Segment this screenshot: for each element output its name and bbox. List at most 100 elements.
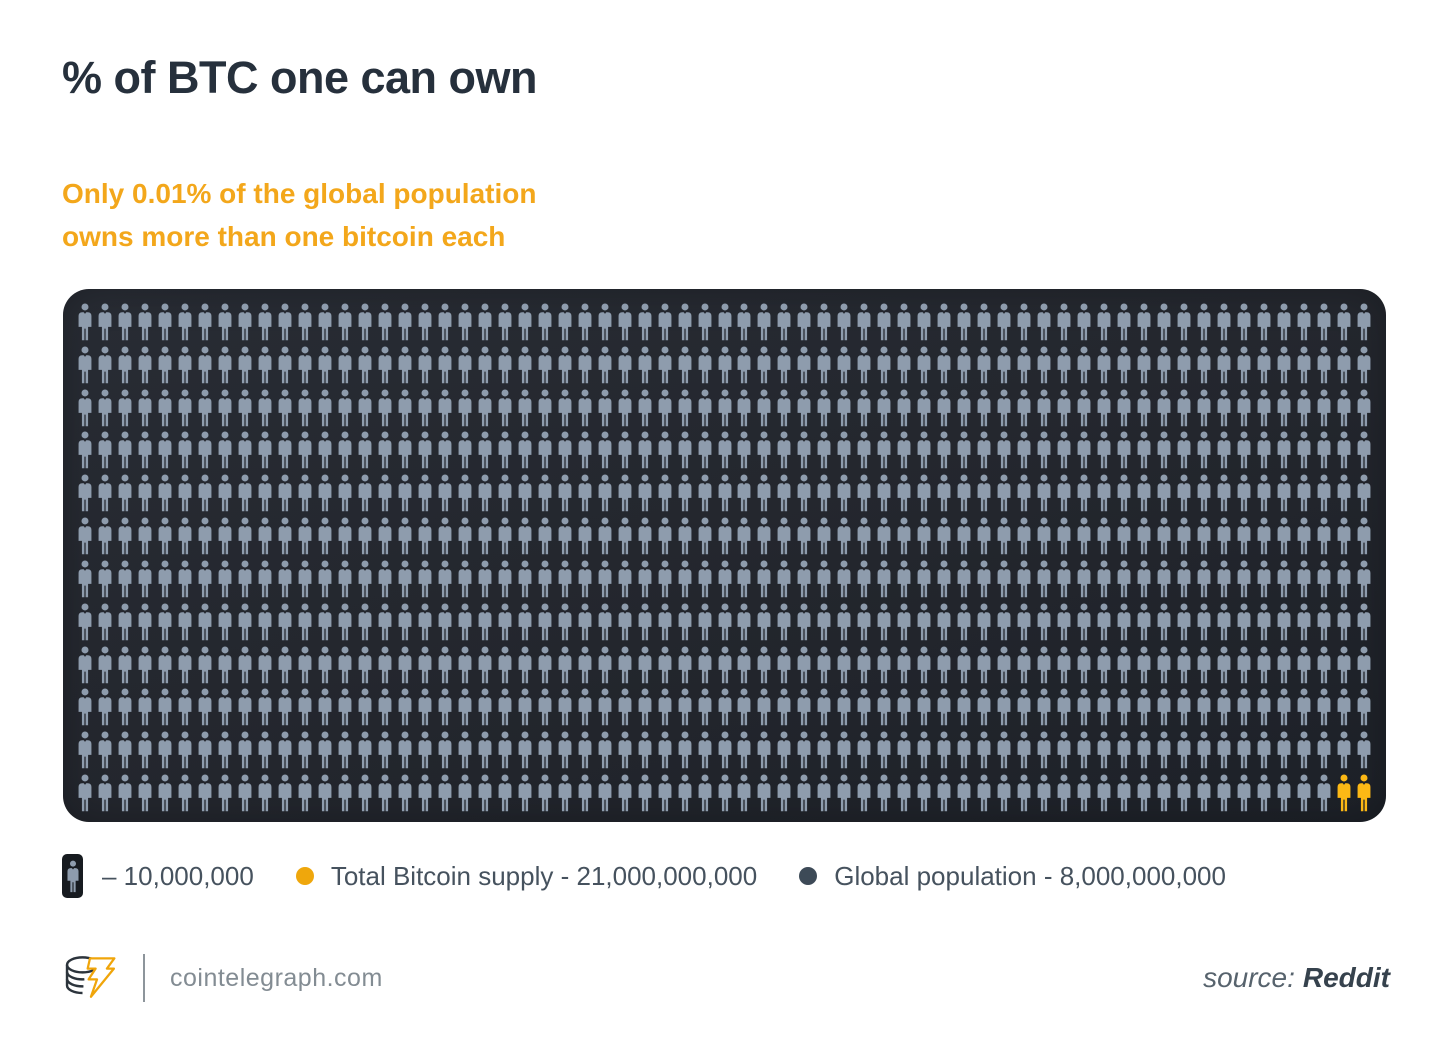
person-icon [1217, 517, 1231, 555]
person-icon [158, 774, 172, 812]
person-icon [817, 603, 831, 641]
person-icon [1097, 603, 1111, 641]
person-icon [1117, 346, 1131, 384]
person-icon [1037, 603, 1051, 641]
person-icon [538, 474, 552, 512]
person-icon [897, 731, 911, 769]
person-icon [538, 517, 552, 555]
person-icon [558, 560, 572, 598]
person-icon [917, 603, 931, 641]
person-icon [638, 688, 652, 726]
legend-item-global-population: Global population - 8,000,000,000 [799, 861, 1226, 892]
person-icon [598, 774, 612, 812]
source-value: Reddit [1302, 962, 1390, 993]
person-icon [1277, 774, 1291, 812]
person-icon [1297, 774, 1311, 812]
person-icon [1357, 474, 1371, 512]
person-icon [578, 731, 592, 769]
person-icon [418, 603, 432, 641]
person-icon [1017, 517, 1031, 555]
person-icon [578, 774, 592, 812]
person-icon [1277, 646, 1291, 684]
person-icon [698, 431, 712, 469]
person-icon [98, 646, 112, 684]
person-icon [777, 389, 791, 427]
person-icon [438, 560, 452, 598]
person-icon [458, 646, 472, 684]
person-icon [578, 431, 592, 469]
person-icon [578, 688, 592, 726]
person-icon [138, 517, 152, 555]
person-icon [718, 560, 732, 598]
person-icon [258, 303, 272, 341]
person-icon [1297, 303, 1311, 341]
person-icon [198, 688, 212, 726]
person-icon [817, 731, 831, 769]
person-icon [1017, 731, 1031, 769]
person-icon [1137, 474, 1151, 512]
person-icon [737, 688, 751, 726]
person-icon [937, 303, 951, 341]
person-icon [937, 517, 951, 555]
person-icon [977, 731, 991, 769]
person-icon [158, 688, 172, 726]
person-icon [917, 774, 931, 812]
person-icon [458, 389, 472, 427]
person-icon [1357, 731, 1371, 769]
person-icon [458, 603, 472, 641]
person-icon [1197, 389, 1211, 427]
person-icon [1117, 774, 1131, 812]
person-icon [757, 774, 771, 812]
person-icon [997, 560, 1011, 598]
person-icon [1237, 774, 1251, 812]
person-icon [917, 474, 931, 512]
person-icon [1357, 560, 1371, 598]
person-icon [1057, 517, 1071, 555]
person-icon [1177, 389, 1191, 427]
person-icon [618, 303, 632, 341]
person-icon [378, 560, 392, 598]
person-icon [737, 646, 751, 684]
person-icon [797, 774, 811, 812]
person-icon [1017, 389, 1031, 427]
person-icon [358, 646, 372, 684]
person-icon [218, 603, 232, 641]
person-icon [178, 688, 192, 726]
person-icon [837, 603, 851, 641]
person-icon [398, 646, 412, 684]
person-icon [458, 774, 472, 812]
person-icon [1057, 474, 1071, 512]
person-icon [438, 774, 452, 812]
person-icon [358, 474, 372, 512]
person-icon [118, 646, 132, 684]
person-icon [1357, 303, 1371, 341]
person-icon [438, 731, 452, 769]
person-icon [98, 389, 112, 427]
person-icon [1297, 431, 1311, 469]
person-icon [98, 731, 112, 769]
person-icon [718, 474, 732, 512]
person-icon [777, 731, 791, 769]
person-icon [98, 774, 112, 812]
person-icon [1237, 517, 1251, 555]
person-icon [1057, 646, 1071, 684]
person-icon [398, 603, 412, 641]
person-icon [318, 474, 332, 512]
person-icon [1117, 560, 1131, 598]
person-icon [658, 731, 672, 769]
legend-item-unit: – 10,000,000 [62, 854, 254, 898]
person-icon [558, 731, 572, 769]
person-icon [1257, 303, 1271, 341]
person-icon [1317, 603, 1331, 641]
person-icon [638, 431, 652, 469]
person-icon [1337, 431, 1351, 469]
person-icon [957, 474, 971, 512]
person-icon [837, 346, 851, 384]
person-icon [278, 603, 292, 641]
person-icon [917, 303, 931, 341]
person-icon [218, 389, 232, 427]
person-icon [797, 517, 811, 555]
person-icon [538, 774, 552, 812]
person-icon [1017, 688, 1031, 726]
person-icon [318, 731, 332, 769]
